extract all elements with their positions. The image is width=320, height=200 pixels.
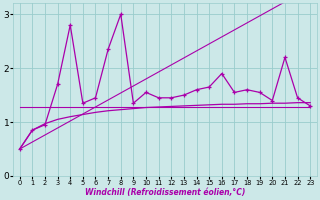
X-axis label: Windchill (Refroidissement éolien,°C): Windchill (Refroidissement éolien,°C) xyxy=(85,188,245,197)
